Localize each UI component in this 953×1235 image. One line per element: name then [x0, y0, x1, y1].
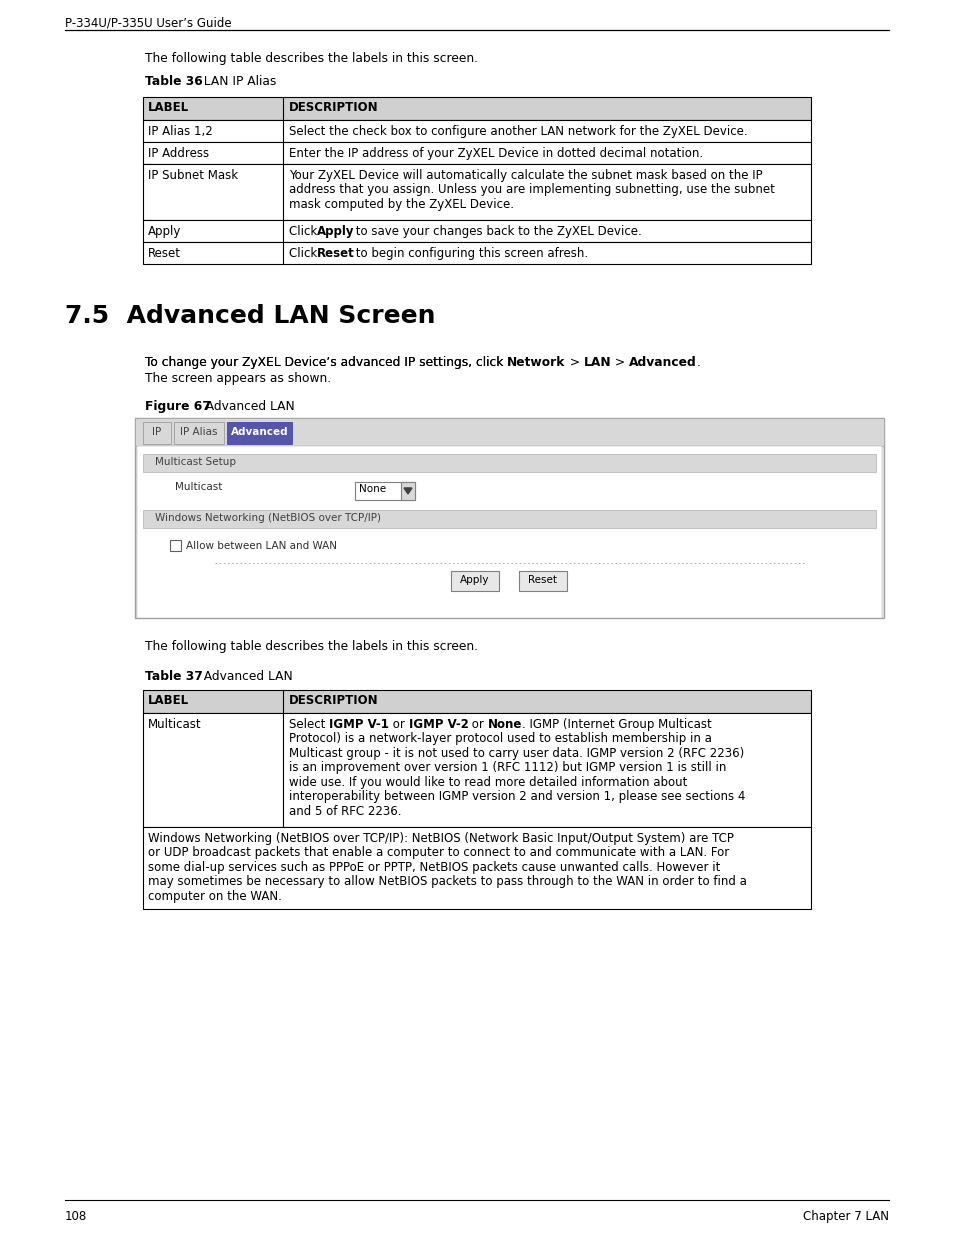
Text: Apply: Apply	[459, 576, 489, 585]
Bar	[143, 422, 171, 443]
Text: Table 36: Table 36	[145, 75, 203, 88]
Text: is an improvement over version 1 (RFC 1112) but IGMP version 1 is still in: is an improvement over version 1 (RFC 11…	[289, 762, 725, 774]
Text: LABEL: LABEL	[148, 101, 189, 114]
Bar	[143, 827, 810, 909]
Text: Protocol) is a network-layer protocol used to establish membership in a: Protocol) is a network-layer protocol us…	[289, 732, 711, 746]
Text: Advanced LAN: Advanced LAN	[198, 400, 294, 412]
Text: The following table describes the labels in this screen.: The following table describes the labels…	[145, 52, 477, 65]
Bar	[143, 220, 810, 242]
Text: Multicast: Multicast	[148, 718, 201, 731]
Text: To change your ZyXEL Device’s advanced IP settings, click: To change your ZyXEL Device’s advanced I…	[145, 356, 507, 369]
Text: LABEL: LABEL	[148, 694, 189, 706]
Text: Windows Networking (NetBIOS over TCP/IP): NetBIOS (Network Basic Input/Output Sy: Windows Networking (NetBIOS over TCP/IP)…	[148, 832, 733, 845]
Text: IP: IP	[152, 427, 161, 437]
Text: Advanced: Advanced	[629, 356, 697, 369]
Bar	[137, 446, 882, 618]
Text: Advanced LAN: Advanced LAN	[195, 669, 293, 683]
Text: or: or	[389, 718, 408, 731]
Text: 7.5  Advanced LAN Screen: 7.5 Advanced LAN Screen	[65, 304, 435, 329]
Text: P-334U/P-335U User’s Guide: P-334U/P-335U User’s Guide	[65, 17, 232, 30]
Text: LAN IP Alias: LAN IP Alias	[195, 75, 276, 88]
Bar	[143, 242, 810, 264]
Text: Your ZyXEL Device will automatically calculate the subnet mask based on the IP: Your ZyXEL Device will automatically cal…	[289, 169, 761, 182]
Text: Select: Select	[289, 718, 329, 731]
Text: Allow between LAN and WAN: Allow between LAN and WAN	[186, 541, 336, 551]
Bar	[173, 422, 224, 443]
Text: Enter the IP address of your ZyXEL Device in dotted decimal notation.: Enter the IP address of your ZyXEL Devic…	[289, 147, 702, 161]
Bar	[135, 417, 883, 618]
Text: and 5 of RFC 2236.: and 5 of RFC 2236.	[289, 805, 401, 818]
Text: IGMP V-1: IGMP V-1	[329, 718, 389, 731]
Text: may sometimes be necessary to allow NetBIOS packets to pass through to the WAN i: may sometimes be necessary to allow NetB…	[148, 876, 746, 888]
Text: IP Subnet Mask: IP Subnet Mask	[148, 169, 238, 182]
Text: LAN: LAN	[583, 356, 611, 369]
Text: or UDP broadcast packets that enable a computer to connect to and communicate wi: or UDP broadcast packets that enable a c…	[148, 846, 728, 860]
Text: Windows Networking (NetBIOS over TCP/IP): Windows Networking (NetBIOS over TCP/IP)	[154, 513, 380, 522]
Text: >: >	[611, 356, 629, 369]
Text: Select the check box to configure another LAN network for the ZyXEL Device.: Select the check box to configure anothe…	[289, 125, 747, 138]
Bar	[143, 98, 810, 120]
Text: IP Address: IP Address	[148, 147, 209, 161]
Bar	[170, 540, 181, 551]
Text: 108: 108	[65, 1210, 87, 1223]
Text: The screen appears as shown.: The screen appears as shown.	[145, 372, 331, 385]
Text: DESCRIPTION: DESCRIPTION	[289, 694, 378, 706]
Text: None: None	[488, 718, 522, 731]
Bar	[143, 164, 810, 220]
Text: Reset: Reset	[528, 576, 557, 585]
Text: Reset: Reset	[316, 247, 355, 261]
Text: address that you assign. Unless you are implementing subnetting, use the subnet: address that you assign. Unless you are …	[289, 184, 774, 196]
Bar	[451, 571, 498, 592]
Text: mask computed by the ZyXEL Device.: mask computed by the ZyXEL Device.	[289, 198, 514, 211]
Text: Click: Click	[289, 247, 320, 261]
Text: DESCRIPTION: DESCRIPTION	[289, 101, 378, 114]
Polygon shape	[403, 488, 412, 494]
Text: Apply: Apply	[148, 225, 181, 238]
Bar	[143, 120, 810, 142]
Bar	[143, 510, 875, 527]
Text: To change your ZyXEL Device’s advanced IP settings, click: To change your ZyXEL Device’s advanced I…	[145, 356, 507, 369]
Bar	[143, 690, 810, 713]
Text: to begin configuring this screen afresh.: to begin configuring this screen afresh.	[352, 247, 587, 261]
Text: Chapter 7 LAN: Chapter 7 LAN	[802, 1210, 888, 1223]
Text: Multicast Setup: Multicast Setup	[154, 457, 235, 467]
Text: Network: Network	[507, 356, 565, 369]
Text: some dial-up services such as PPPoE or PPTP, NetBIOS packets cause unwanted call: some dial-up services such as PPPoE or P…	[148, 861, 720, 874]
Text: IP Alias 1,2: IP Alias 1,2	[148, 125, 213, 138]
Bar	[227, 422, 292, 443]
Text: or: or	[468, 718, 488, 731]
Bar	[143, 713, 810, 827]
Bar	[135, 417, 883, 446]
Text: The following table describes the labels in this screen.: The following table describes the labels…	[145, 640, 477, 653]
Text: Multicast group - it is not used to carry user data. IGMP version 2 (RFC 2236): Multicast group - it is not used to carr…	[289, 747, 743, 760]
Text: Apply: Apply	[316, 225, 355, 238]
Text: Figure 67: Figure 67	[145, 400, 211, 412]
Bar	[143, 454, 875, 472]
Text: to save your changes back to the ZyXEL Device.: to save your changes back to the ZyXEL D…	[352, 225, 641, 238]
Bar	[355, 482, 415, 500]
Text: Multicast: Multicast	[174, 482, 222, 492]
Text: interoperability between IGMP version 2 and version 1, please see sections 4: interoperability between IGMP version 2 …	[289, 790, 744, 804]
Text: Advanced: Advanced	[231, 427, 288, 437]
Bar	[400, 482, 415, 500]
Bar	[518, 571, 566, 592]
Text: Click: Click	[289, 225, 320, 238]
Text: Table 37: Table 37	[145, 669, 203, 683]
Text: . IGMP (Internet Group Multicast: . IGMP (Internet Group Multicast	[522, 718, 712, 731]
Text: IGMP V-2: IGMP V-2	[408, 718, 468, 731]
Text: >: >	[565, 356, 583, 369]
Text: None: None	[358, 484, 386, 494]
Text: IP Alias: IP Alias	[180, 427, 217, 437]
Text: wide use. If you would like to read more detailed information about: wide use. If you would like to read more…	[289, 776, 687, 789]
Text: Reset: Reset	[148, 247, 181, 261]
Text: computer on the WAN.: computer on the WAN.	[148, 890, 281, 903]
Bar	[143, 142, 810, 164]
Text: .: .	[697, 356, 700, 369]
